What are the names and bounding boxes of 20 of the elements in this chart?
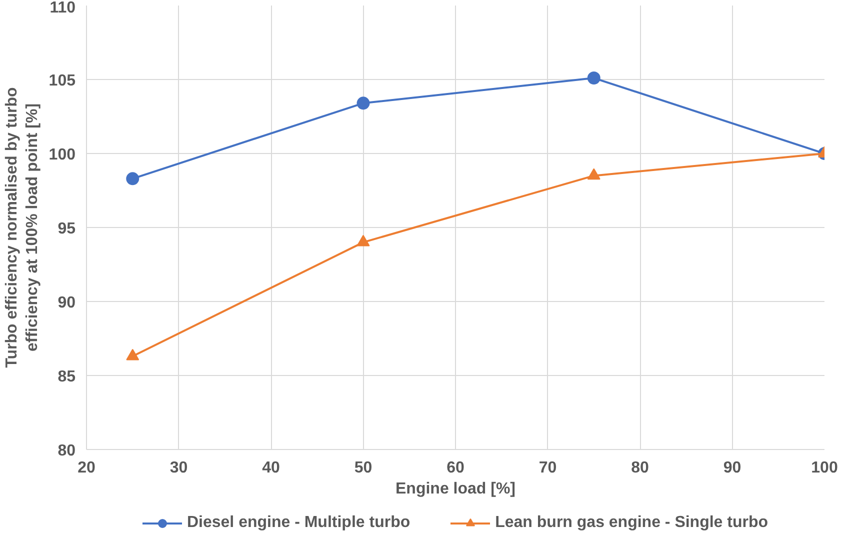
x-tick-label: 20	[78, 460, 96, 476]
x-tick-label: 70	[538, 460, 557, 476]
y-tick-label: 85	[58, 368, 76, 386]
legend-label: Lean burn gas engine - Single turbo	[495, 514, 768, 532]
y-tick-label: 90	[58, 294, 76, 312]
y-tick-label: 100	[48, 146, 76, 164]
x-tick-label: 50	[354, 460, 372, 476]
x-tick-label: 40	[262, 460, 280, 476]
y-tick-label: 105	[48, 72, 76, 90]
y-tick-label: 110	[50, 0, 76, 16]
x-tick-label: 100	[811, 460, 838, 476]
x-tick-label: 80	[631, 460, 649, 476]
x-tick-label: 90	[723, 460, 742, 476]
y-tick-label: 95	[58, 220, 76, 238]
x-tick-label: 30	[170, 460, 188, 476]
y-tick-label: 80	[58, 442, 76, 460]
x-tick-label: 60	[446, 460, 464, 476]
x-axis-title: Engine load [%]	[396, 480, 516, 498]
y-axis-title: Turbo efficiency normalised by turbo efficiency at 100% load point [%]	[3, 86, 41, 368]
legend-label: Diesel engine - Multiple turbo	[186, 514, 410, 532]
